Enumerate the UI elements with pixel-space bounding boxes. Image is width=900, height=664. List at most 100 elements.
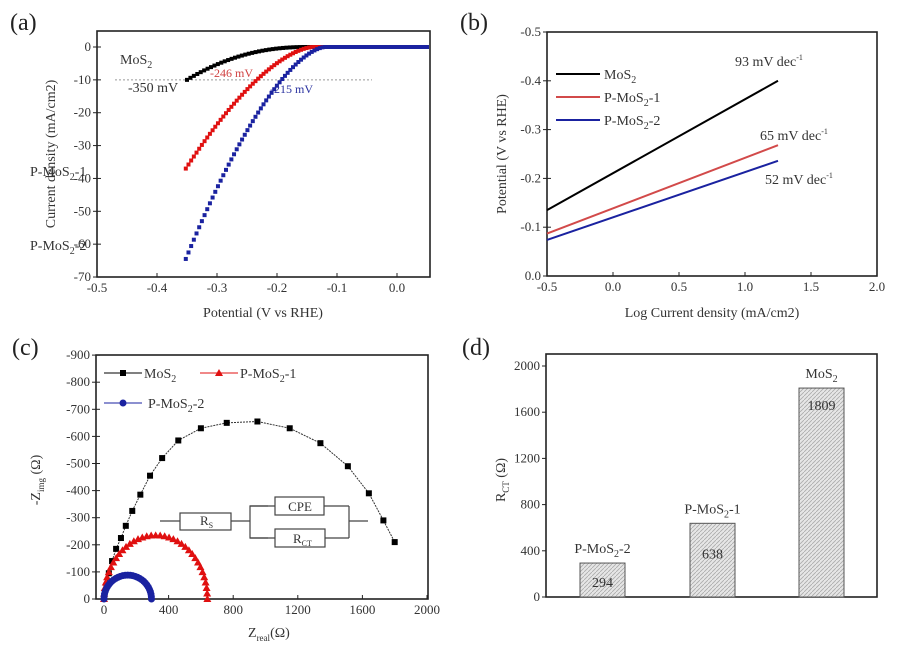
data-point	[419, 45, 424, 49]
data-point-MoS2	[317, 440, 324, 447]
y-axis-title: Current density (mA/cm2)	[44, 79, 59, 228]
data-point	[333, 45, 338, 49]
equivalent-circuit	[160, 496, 368, 548]
data-point	[331, 45, 336, 49]
data-point	[304, 53, 309, 58]
data-point	[245, 128, 250, 133]
data-point	[226, 162, 231, 167]
data-point	[250, 119, 255, 124]
legend-marker-square	[120, 370, 126, 376]
panel-c-frame	[95, 354, 429, 600]
data-point	[250, 81, 255, 86]
y-tick-label: -20	[74, 105, 91, 120]
data-point	[236, 54, 241, 59]
data-point	[260, 48, 265, 53]
data-point	[240, 137, 245, 142]
bar-category-label: P-MoS2-1	[684, 502, 740, 520]
data-point-P-MoS2-1	[198, 568, 207, 576]
data-point	[232, 101, 237, 106]
y-tick-label: 0	[534, 589, 541, 604]
data-point	[191, 154, 196, 159]
y-tick-label: -0.1	[520, 219, 541, 234]
data-point	[197, 146, 202, 151]
data-point	[374, 45, 379, 49]
data-point	[258, 74, 263, 79]
data-point	[186, 162, 191, 167]
data-point	[261, 102, 266, 107]
data-point-P-MoS2-1	[184, 546, 193, 554]
data-point	[229, 104, 234, 109]
y-tick-label: -40	[74, 170, 91, 185]
data-point	[248, 123, 253, 128]
data-point	[221, 114, 226, 119]
x-tick-label: -0.5	[87, 280, 108, 295]
data-point	[363, 45, 368, 49]
x-tick-label: -0.3	[207, 280, 228, 295]
data-point	[416, 45, 421, 49]
x-tick-label: 0.0	[389, 280, 405, 295]
x-tick-label: -0.1	[327, 280, 348, 295]
slope-annotation: 52 mV dec-1	[765, 171, 833, 188]
data-point-P-MoS2-1	[201, 578, 210, 586]
y-tick-label: 0.0	[525, 268, 541, 283]
data-point	[390, 45, 395, 49]
data-point	[414, 45, 419, 49]
series-P-MoS2-2	[183, 45, 429, 261]
slope-annotation: 65 mV dec-1	[760, 127, 828, 144]
cpe-label: CPE	[288, 499, 312, 514]
x-tick-label: -0.4	[147, 280, 168, 295]
data-point	[366, 45, 371, 49]
data-point-P-MoS2-1	[203, 589, 212, 597]
y-tick-label: -400	[66, 483, 90, 498]
data-point	[267, 47, 272, 52]
data-point-P-MoS2-1	[125, 539, 134, 547]
data-point	[312, 48, 317, 53]
data-point	[425, 45, 429, 49]
data-point	[288, 67, 293, 72]
data-point	[307, 45, 312, 50]
data-point	[202, 139, 207, 144]
data-point	[358, 45, 362, 49]
data-point-MoS2	[254, 418, 261, 425]
y-tick-label: -30	[74, 138, 91, 153]
legend-label: P-MoS2-1	[240, 367, 296, 385]
series-label-MoS2: MoS2	[120, 53, 152, 71]
data-point	[277, 80, 282, 85]
data-point	[239, 53, 244, 58]
data-point-MoS2	[147, 472, 154, 479]
data-point-P-MoS2-1	[112, 554, 121, 562]
data-point	[205, 207, 210, 212]
y-tick-label: -700	[66, 401, 90, 416]
data-point	[323, 45, 328, 49]
data-point	[339, 45, 344, 49]
data-point	[296, 60, 301, 65]
data-point	[325, 45, 330, 49]
y-tick-label: -60	[74, 236, 91, 251]
data-point	[291, 51, 295, 56]
data-point	[189, 244, 194, 249]
data-point-P-MoS2-1	[203, 595, 212, 602]
panel-a-frame	[96, 30, 431, 278]
data-point	[191, 73, 196, 78]
y-tick-label: -900	[66, 347, 90, 362]
x-tick-label: 0.5	[671, 279, 687, 294]
data-point	[240, 92, 245, 97]
data-point	[197, 225, 202, 230]
data-point	[185, 77, 189, 82]
legend-label: MoS2	[604, 68, 636, 86]
x-tick-label: 0	[101, 602, 108, 617]
data-point	[210, 128, 215, 133]
data-point	[183, 256, 188, 261]
y-tick-label: 0	[84, 591, 91, 606]
data-point-MoS2	[197, 425, 204, 432]
data-point	[274, 46, 279, 51]
data-point-MoS2	[365, 490, 372, 497]
legend-label: MoS2	[144, 367, 176, 385]
legend-label: P-MoS2-2	[148, 397, 204, 415]
x-tick-label: -0.5	[537, 279, 558, 294]
data-point	[205, 135, 210, 140]
data-point	[270, 47, 275, 52]
data-point	[222, 59, 227, 64]
data-point-P-MoS2-1	[177, 539, 186, 547]
data-point	[269, 90, 274, 95]
